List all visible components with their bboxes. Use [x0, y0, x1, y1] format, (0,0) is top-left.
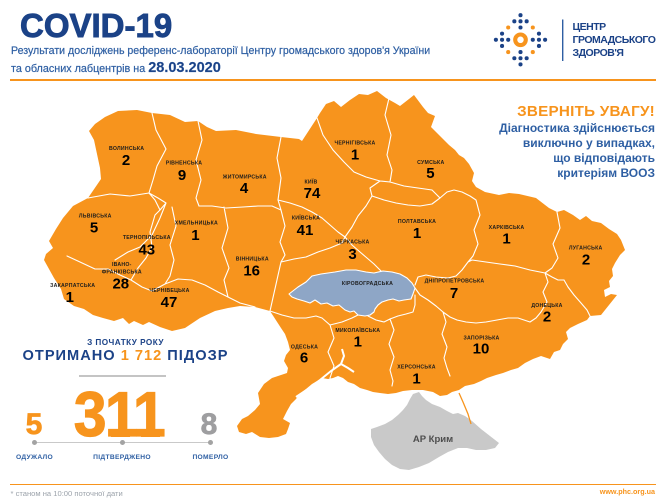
svg-text:ЗАПОРІЗЬКА: ЗАПОРІЗЬКА: [464, 335, 500, 341]
svg-text:СУМСЬКА: СУМСЬКА: [417, 160, 444, 166]
svg-text:1: 1: [502, 231, 510, 248]
svg-text:2: 2: [122, 152, 130, 169]
svg-text:КІРОВОГРАДСЬКА: КІРОВОГРАДСЬКА: [342, 281, 393, 287]
svg-text:ЧЕРКАСЬКА: ЧЕРКАСЬКА: [336, 240, 370, 246]
svg-text:РІВНЕНСЬКА: РІВНЕНСЬКА: [166, 161, 203, 167]
svg-text:МИКОЛАЇВСЬКА: МИКОЛАЇВСЬКА: [335, 327, 380, 334]
svg-text:47: 47: [161, 294, 178, 311]
svg-text:2: 2: [582, 251, 590, 268]
svg-text:5: 5: [426, 165, 434, 182]
svg-text:ІВАНО-: ІВАНО-: [112, 262, 132, 268]
svg-text:ФРАНКІВСЬКА: ФРАНКІВСЬКА: [102, 270, 142, 276]
svg-text:ПОЛТАВСЬКА: ПОЛТАВСЬКА: [398, 219, 436, 225]
svg-text:ЖИТОМИРСЬКА: ЖИТОМИРСЬКА: [222, 175, 267, 181]
svg-text:7: 7: [450, 285, 458, 302]
svg-text:ЛЬВІВСЬКА: ЛЬВІВСЬКА: [79, 214, 112, 220]
svg-text:ЧЕРНІГІВСЬКА: ЧЕРНІГІВСЬКА: [334, 141, 375, 147]
svg-text:1: 1: [413, 225, 421, 242]
svg-text:16: 16: [243, 263, 260, 280]
svg-text:28: 28: [112, 276, 129, 293]
svg-text:43: 43: [138, 241, 155, 258]
svg-text:10: 10: [473, 341, 490, 358]
svg-text:ХАРКІВСЬКА: ХАРКІВСЬКА: [489, 225, 525, 231]
svg-text:КИЇВСЬКА: КИЇВСЬКА: [292, 215, 320, 222]
svg-text:6: 6: [300, 349, 308, 366]
svg-text:ХМЕЛЬНИЦЬКА: ХМЕЛЬНИЦЬКА: [175, 221, 218, 227]
svg-text:КИЇВ: КИЇВ: [304, 179, 317, 186]
svg-text:1: 1: [351, 147, 359, 164]
svg-text:ВІННИЦЬКА: ВІННИЦЬКА: [236, 256, 269, 262]
svg-text:1: 1: [66, 289, 74, 306]
svg-text:1: 1: [191, 227, 199, 244]
svg-text:ОДЕСЬКА: ОДЕСЬКА: [291, 344, 318, 350]
svg-text:1: 1: [354, 334, 362, 351]
svg-text:ВОЛИНСЬКА: ВОЛИНСЬКА: [109, 146, 144, 152]
svg-text:ЛУГАНСЬКА: ЛУГАНСЬКА: [569, 246, 603, 252]
svg-text:41: 41: [297, 222, 314, 239]
svg-text:ЗАКАРПАТСЬКА: ЗАКАРПАТСЬКА: [50, 283, 95, 289]
svg-text:ЧЕРНІВЕЦЬКА: ЧЕРНІВЕЦЬКА: [149, 288, 189, 294]
svg-text:ДОНЕЦЬКА: ДОНЕЦЬКА: [531, 303, 562, 309]
svg-text:74: 74: [304, 185, 321, 202]
svg-text:2: 2: [543, 308, 551, 325]
svg-text:9: 9: [178, 167, 186, 184]
svg-text:3: 3: [348, 246, 356, 263]
svg-text:1: 1: [412, 371, 420, 388]
svg-text:ТЕРНОПІЛЬСЬКА: ТЕРНОПІЛЬСЬКА: [123, 235, 171, 241]
svg-text:ХЕРСОНСЬКА: ХЕРСОНСЬКА: [397, 364, 436, 370]
svg-text:4: 4: [240, 180, 249, 197]
svg-text:5: 5: [90, 220, 98, 237]
svg-text:ДНІПРОПЕТРОВСЬКА: ДНІПРОПЕТРОВСЬКА: [425, 278, 485, 284]
svg-text:АР Крим: АР Крим: [413, 434, 453, 445]
